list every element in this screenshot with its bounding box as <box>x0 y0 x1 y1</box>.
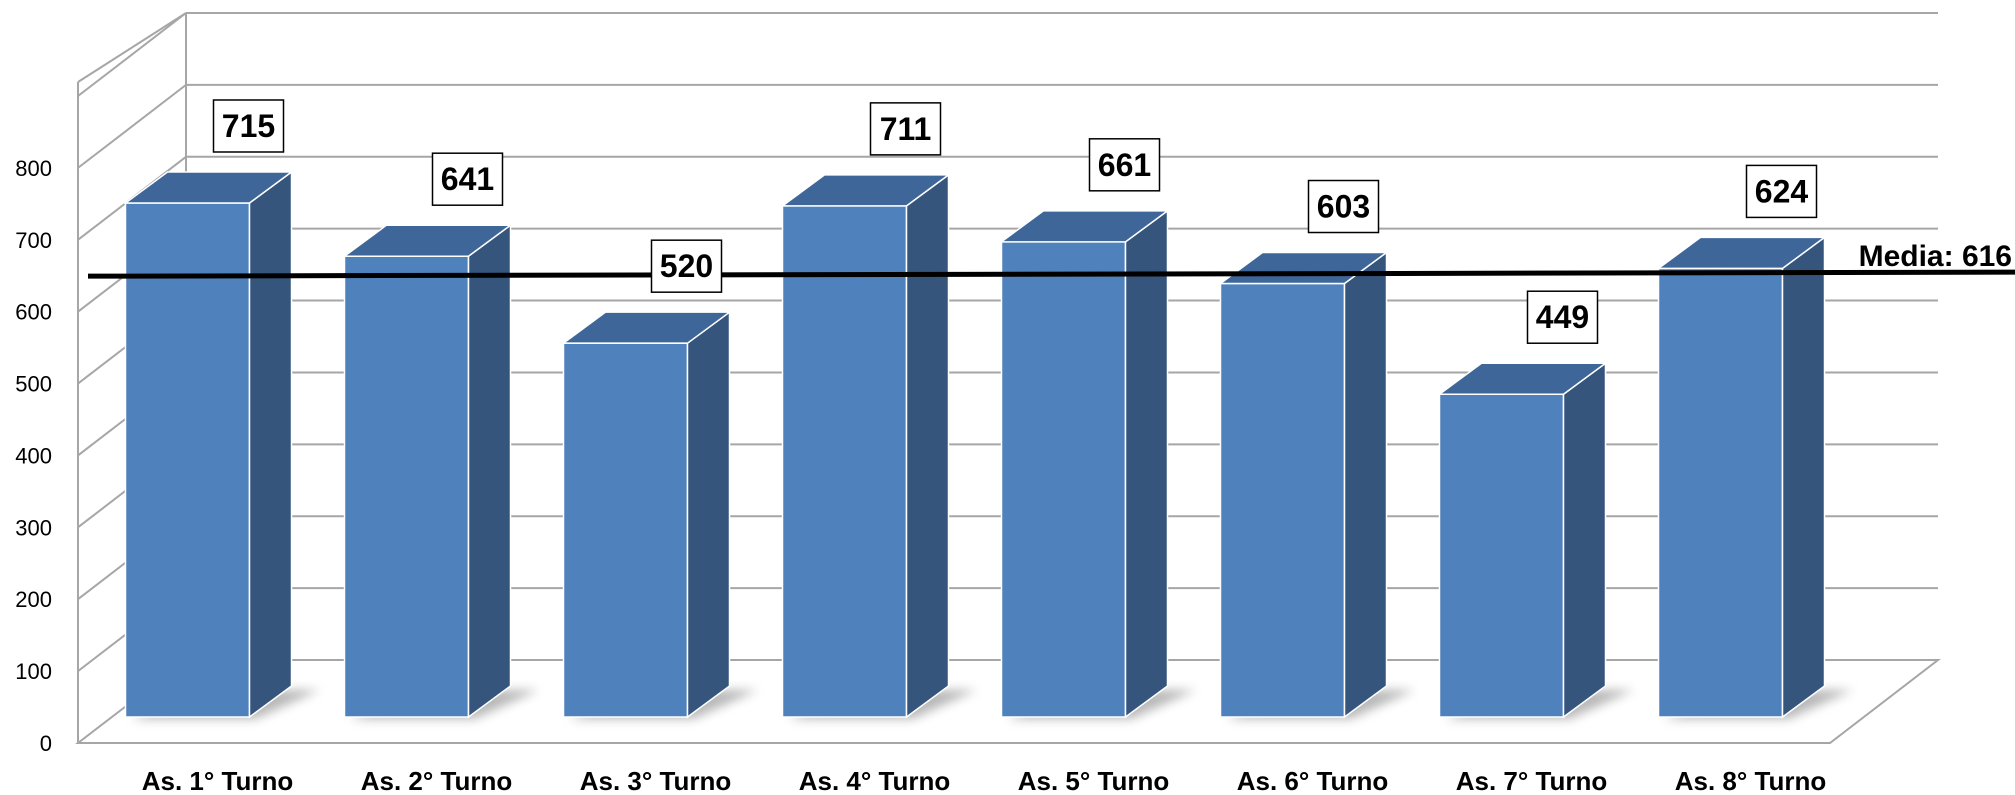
bar <box>342 223 513 719</box>
x-tick-label: As. 4° Turno <box>799 766 950 795</box>
data-label-box <box>1745 164 1818 219</box>
x-tick-label: As. 1° Turno <box>142 766 293 795</box>
average-line-group: Media: 616 <box>87 240 2015 279</box>
gridline-diagonal <box>77 12 187 97</box>
bar <box>1218 251 1389 719</box>
bar <box>780 173 951 719</box>
y-tick-label: 300 <box>15 515 52 540</box>
average-line <box>87 269 2015 279</box>
bar <box>561 310 732 719</box>
data-label-box <box>650 239 723 293</box>
y-tick-label: 400 <box>15 443 52 468</box>
bar-top <box>780 174 951 207</box>
data-label-box <box>431 152 504 206</box>
y-axis-ticks: 0 100 200 300 400 500 600 700 800 <box>15 156 52 756</box>
bar <box>999 209 1170 719</box>
bar-side <box>1781 235 1826 719</box>
x-tick-label: As. 5° Turno <box>1018 766 1169 795</box>
x-axis-labels: As. 1° Turno As. 2° Turno As. 3° Turno As. … <box>142 766 1826 795</box>
data-label: 520 <box>650 239 723 293</box>
data-label-value: 661 <box>1098 147 1151 183</box>
x-tick-label: As. 6° Turno <box>1237 766 1388 795</box>
bar-side <box>1124 209 1169 719</box>
y-tick-label: 500 <box>15 372 52 397</box>
bar-side <box>905 173 950 719</box>
bar-top <box>1437 362 1608 395</box>
data-label-value: 449 <box>1536 299 1589 335</box>
x-tick-label: As. 8° Turno <box>1675 766 1826 795</box>
bar-front <box>124 202 251 718</box>
data-labels: 715 641 520 711 661 603 449 624 <box>212 99 1818 344</box>
bar-side <box>467 223 512 719</box>
bar-front <box>1657 267 1784 718</box>
bar-front <box>1000 241 1127 718</box>
bars <box>123 170 1827 719</box>
y-tick-label: 100 <box>15 659 52 684</box>
y-tick-label: 600 <box>15 300 52 325</box>
bar <box>1656 235 1827 719</box>
bar-front <box>781 205 908 718</box>
bar-front <box>1219 282 1346 718</box>
data-label-value: 711 <box>880 111 932 147</box>
bar-front <box>343 255 470 718</box>
bar-side <box>1343 251 1388 719</box>
bar-top <box>1656 236 1827 270</box>
data-label-box <box>1307 179 1380 234</box>
data-label: 711 <box>869 102 942 156</box>
bar-top <box>999 210 1170 243</box>
bar <box>123 170 294 719</box>
x-tick-label: As. 3° Turno <box>580 766 731 795</box>
data-label-box <box>1088 138 1161 192</box>
bar-side <box>1562 361 1607 719</box>
bar-side <box>686 310 731 719</box>
data-label: 661 <box>1088 138 1161 192</box>
y-tick-label: 700 <box>15 228 52 253</box>
gridline-diagonal <box>77 84 187 169</box>
bar-top <box>342 224 513 257</box>
bar-top <box>561 311 732 344</box>
y-tick-label: 0 <box>40 731 52 756</box>
average-label: Media: 616 <box>1859 240 2012 273</box>
data-label-value: 603 <box>1317 189 1370 225</box>
bar <box>1437 361 1608 719</box>
data-label: 449 <box>1526 290 1599 344</box>
data-label-value: 624 <box>1755 173 1809 209</box>
left-wall-top-edge <box>77 12 187 83</box>
data-label: 624 <box>1745 164 1818 219</box>
data-label: 603 <box>1307 179 1380 234</box>
bar-top <box>123 171 294 204</box>
bar-front <box>1438 393 1565 718</box>
y-tick-label: 800 <box>15 156 52 181</box>
data-label-value: 715 <box>222 108 275 144</box>
data-label-box <box>869 102 942 156</box>
data-label: 641 <box>431 152 504 206</box>
data-label-value: 520 <box>660 248 713 284</box>
data-label: 715 <box>212 99 285 153</box>
bar-front <box>562 342 689 718</box>
data-label-box <box>212 99 285 153</box>
data-label-box <box>1526 290 1599 344</box>
y-tick-label: 200 <box>15 587 52 612</box>
x-tick-label: As. 7° Turno <box>1456 766 1607 795</box>
data-label-value: 641 <box>441 161 494 197</box>
bar-side <box>248 170 293 719</box>
x-tick-label: As. 2° Turno <box>361 766 512 795</box>
